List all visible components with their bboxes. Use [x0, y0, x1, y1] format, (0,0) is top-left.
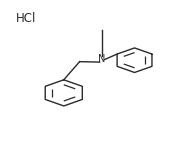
- Text: N: N: [98, 54, 106, 65]
- Text: HCl: HCl: [16, 12, 37, 25]
